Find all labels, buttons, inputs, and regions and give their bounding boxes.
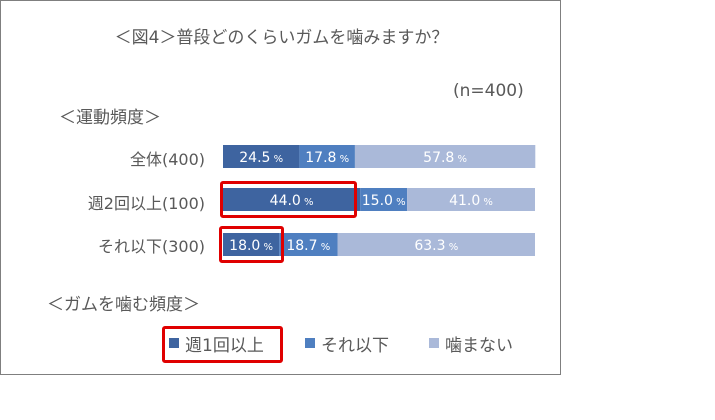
highlight-box-less-weekly: [219, 226, 284, 263]
data-label-1-2: 41.0 %: [449, 193, 493, 209]
category-label-twice-plus: 週2回以上(100): [87, 194, 205, 213]
category-label-all: 全体(400): [129, 150, 205, 169]
stacked-bar-plot: 24.5 % 17.8 % 57.8 % 44.0 % 15.0 % 41.0 % 18.0…: [223, 145, 536, 256]
bar-segment-0-2: [355, 145, 536, 168]
bar-segment-1-1: [360, 188, 408, 211]
legend-item-less: それ以下: [305, 332, 389, 356]
data-label-1-0: 44.0 %: [270, 193, 314, 209]
bar-segment-2-0: [223, 233, 280, 256]
legend-label-less: それ以下: [321, 335, 389, 356]
legend-swatch-less: [305, 338, 315, 348]
legend-item-weekly: 週1回以上: [169, 332, 264, 356]
bar-segment-2-1: [279, 233, 338, 256]
category-group-title: ＜運動頻度＞: [59, 108, 161, 128]
bar-segment-0-1: [299, 145, 355, 168]
legend-title: ＜ガムを噛む頻度＞: [47, 295, 200, 315]
data-label-1-1: 15.0 %: [362, 193, 406, 209]
legend-label-weekly: 週1回以上: [185, 335, 264, 356]
data-label-0-0: 24.5 %: [239, 150, 283, 166]
data-label-2-1: 18.7 %: [286, 238, 330, 254]
legend-label-none: 噛まない: [445, 335, 513, 356]
data-label-2-0: 18.0 %: [229, 238, 273, 254]
bar-segment-1-2: [407, 188, 535, 211]
bar-segment-0-0: [223, 145, 300, 168]
bar-segment-1-0: [223, 188, 361, 211]
highlight-box-twice-plus-weekly: [220, 181, 357, 218]
highlight-box-legend-weekly: [162, 326, 283, 363]
legend-swatch-weekly: [169, 338, 179, 348]
category-label-less: それ以下(300): [97, 237, 205, 256]
chart-frame: ＜図4＞普段どのくらいガムを噛みますか？ (n=400) ＜運動頻度＞ 全体(4…: [0, 0, 561, 375]
chart-title: ＜図4＞普段どのくらいガムを噛みますか？: [114, 28, 449, 48]
data-label-0-1: 17.8 %: [305, 150, 349, 166]
bar-segment-2-2: [337, 233, 535, 256]
legend-item-none: 噛まない: [429, 332, 513, 356]
data-label-0-2: 57.8 %: [423, 150, 467, 166]
sample-size-note: (n=400): [453, 81, 524, 101]
legend-swatch-none: [429, 338, 439, 348]
data-label-2-2: 63.3 %: [414, 238, 458, 254]
